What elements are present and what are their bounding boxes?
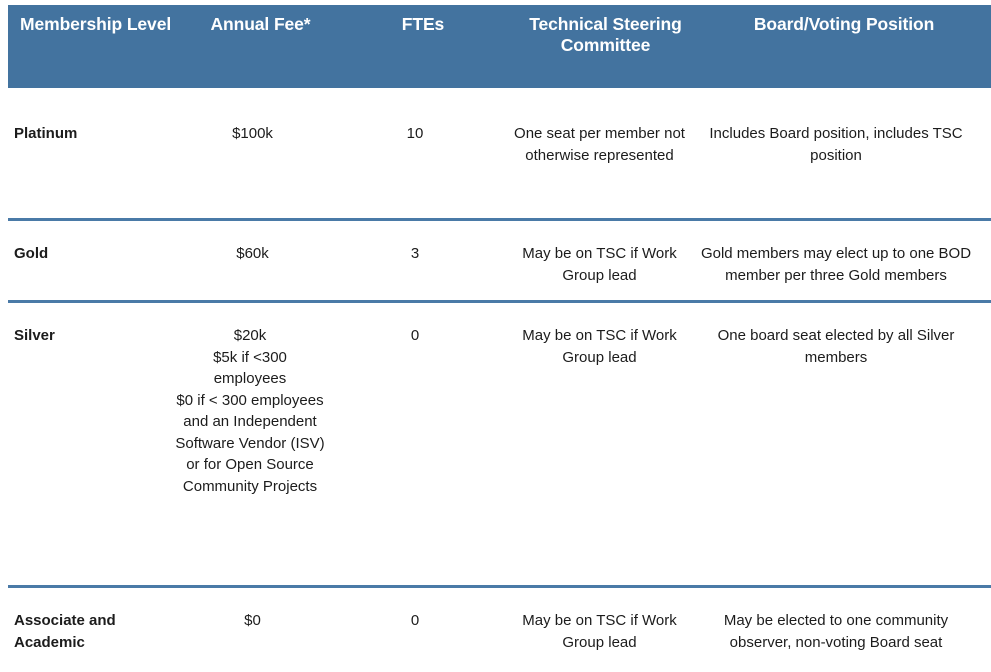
column-header-technical-steering-committee: Technical Steering Committee xyxy=(529,14,682,55)
cell-ftes: 10 xyxy=(406,125,424,142)
cell-annual-fee: $20k $5k if <300 employees $0 if < 300 e… xyxy=(175,327,325,495)
column-header-membership-level: Membership Level xyxy=(20,14,172,34)
cell-technical-steering-committee: May be on TSC if Work Group lead xyxy=(522,245,677,284)
cell-ftes: 3 xyxy=(410,245,420,262)
cell-membership-level: Associate and Academic xyxy=(14,612,116,651)
cell-membership-level: Platinum xyxy=(14,125,78,142)
cell-board-voting-position: May be elected to one community observer… xyxy=(723,612,949,651)
row-divider xyxy=(8,300,991,303)
row-divider xyxy=(8,585,991,588)
cell-ftes: 0 xyxy=(410,612,420,629)
cell-board-voting-position: Gold members may elect up to one BOD mem… xyxy=(700,245,972,284)
row-divider xyxy=(8,218,991,221)
cell-annual-fee: $0 xyxy=(244,612,261,629)
cell-membership-level: Gold xyxy=(14,245,49,262)
table-header-row: Membership Level Annual Fee* FTEs Techni… xyxy=(8,5,991,88)
cell-ftes: 0 xyxy=(410,327,420,344)
column-header-board-voting-position: Board/Voting Position xyxy=(753,14,935,34)
cell-technical-steering-committee: One seat per member not otherwise repres… xyxy=(514,125,685,164)
cell-annual-fee: $100k xyxy=(232,125,273,142)
column-header-annual-fee: Annual Fee* xyxy=(210,14,311,34)
cell-technical-steering-committee: May be on TSC if Work Group lead xyxy=(522,327,677,366)
cell-board-voting-position: Includes Board position, includes TSC po… xyxy=(709,125,963,164)
cell-technical-steering-committee: May be on TSC if Work Group lead xyxy=(522,612,677,651)
cell-membership-level: Silver xyxy=(14,327,55,344)
column-header-ftes: FTEs xyxy=(401,14,445,34)
cell-annual-fee: $60k xyxy=(236,245,269,262)
cell-board-voting-position: One board seat elected by all Silver mem… xyxy=(717,327,955,366)
